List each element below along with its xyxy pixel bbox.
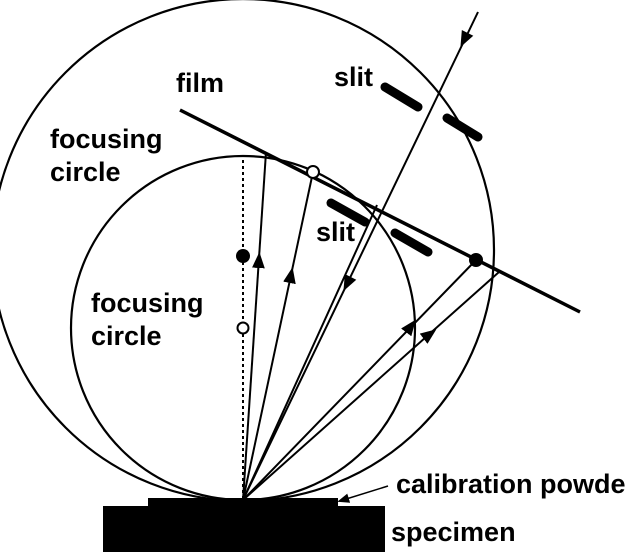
specimen-label: specimen <box>391 517 516 547</box>
focus-point-open <box>306 165 320 179</box>
middle-slit-left-bar <box>326 198 370 227</box>
incident-ray <box>242 11 479 501</box>
diffracted-ray-3 <box>242 204 378 501</box>
incident-ray-arrow-1 <box>460 29 474 48</box>
diffracted-ray-2 <box>242 171 314 501</box>
inner-focusing-circle-label-line1: focusing <box>91 288 204 318</box>
film-label: film <box>176 68 224 98</box>
inner-focusing-circle-label-line2: circle <box>91 321 162 351</box>
outer-focusing-circle-label-line2: circle <box>50 157 121 187</box>
diffracted-ray-1 <box>242 151 267 501</box>
diffracted-ray-4-arrow <box>401 319 416 337</box>
calibration-powder-layer <box>148 498 338 506</box>
top-slit-left-bar <box>380 82 423 112</box>
outer-focusing-circle-label-line1: focusing <box>50 124 163 154</box>
top-slit-right-bar <box>442 113 483 142</box>
calibration-powder-pointer <box>337 485 389 503</box>
diffracted-ray-2-arrow <box>283 267 296 285</box>
slit-label-top: slit <box>334 62 373 92</box>
specimen-block <box>103 506 385 552</box>
diffracted-ray-4 <box>242 259 477 501</box>
incident-ray-arrow-2 <box>343 273 357 292</box>
calibration-powder-label: calibration powder <box>396 469 627 499</box>
slit-label-middle: slit <box>316 217 355 247</box>
focus-point-filled <box>469 253 483 267</box>
middle-slit-right-bar <box>390 228 433 257</box>
outer-circle-center-dot <box>236 249 250 263</box>
diffracted-ray-5 <box>242 271 500 501</box>
inner-circle-center-dot <box>236 321 250 335</box>
film-line <box>179 108 581 314</box>
diffracted-ray-5-arrow <box>419 329 437 344</box>
